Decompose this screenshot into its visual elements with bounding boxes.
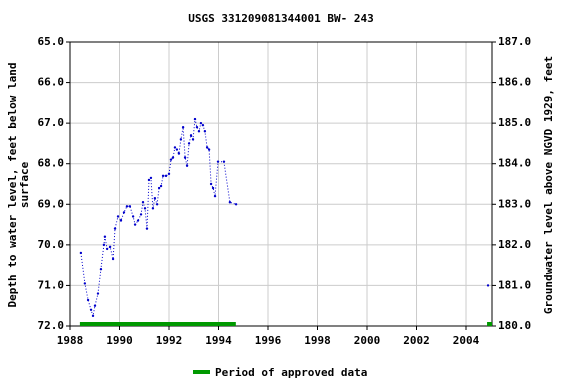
data-point <box>119 219 123 222</box>
data-point <box>89 308 93 311</box>
data-point <box>171 156 175 159</box>
data-point <box>486 284 490 287</box>
data-point <box>222 160 226 163</box>
data-point <box>161 174 165 178</box>
data-point <box>96 292 100 295</box>
y-tick-label: 66.0 <box>38 76 65 89</box>
approved-period <box>79 322 236 326</box>
y2-tick-label: 186.0 <box>498 76 531 89</box>
data-point <box>103 235 107 238</box>
data-point <box>179 138 183 141</box>
legend-label: Period of approved data <box>215 366 367 379</box>
data-point <box>164 174 168 178</box>
data-point <box>185 164 189 167</box>
data-point <box>159 184 163 188</box>
data-point <box>181 126 185 129</box>
data-point <box>193 117 197 121</box>
y2-tick-label: 185.0 <box>498 116 531 129</box>
x-tick-label: 1988 <box>57 334 84 347</box>
x-tick-label: 2004 <box>453 334 480 347</box>
data-point <box>213 194 217 198</box>
y-tick-label: 72.0 <box>38 319 65 332</box>
data-point <box>155 203 159 206</box>
y-tick-label: 68.0 <box>38 157 65 170</box>
data-point <box>116 215 120 218</box>
y-tick-label: 67.0 <box>38 116 65 129</box>
data-point <box>139 213 143 216</box>
data-point <box>199 121 203 125</box>
data-point <box>105 247 109 251</box>
data-point <box>128 205 132 208</box>
y-axis-label: Depth to water level, feet below land <box>6 62 19 307</box>
data-point <box>83 282 87 285</box>
data-point <box>205 146 209 149</box>
data-point <box>125 205 129 208</box>
chart-title: USGS 331209081344001 BW- 243 <box>188 12 373 25</box>
data-point <box>169 158 173 161</box>
data-point <box>187 142 191 145</box>
data-point <box>173 146 177 149</box>
plot-frame <box>69 41 493 327</box>
data-point <box>207 148 211 151</box>
data-point <box>183 156 187 159</box>
data-point <box>122 211 126 214</box>
x-tick-label: 1992 <box>156 334 183 347</box>
y-tick-label: 65.0 <box>38 35 65 48</box>
y2-tick-label: 180.0 <box>498 319 531 332</box>
data-point <box>157 186 161 190</box>
data-point <box>195 126 199 129</box>
data-point <box>234 203 238 206</box>
data-point <box>143 207 147 210</box>
x-tick-label: 2000 <box>354 334 381 347</box>
data-point <box>228 201 232 204</box>
data-point <box>151 207 155 210</box>
data-point <box>203 130 207 133</box>
y2-tick-label: 187.0 <box>498 35 531 48</box>
y-tick-label: 70.0 <box>38 238 65 251</box>
x-tick-label: 2002 <box>403 334 430 347</box>
data-point <box>86 298 90 302</box>
y-tick-label: 71.0 <box>38 278 65 291</box>
data-point <box>197 130 201 133</box>
data-point <box>201 123 205 127</box>
data-point <box>216 160 220 163</box>
data-point <box>79 251 83 255</box>
data-point <box>211 186 215 190</box>
data-point <box>136 219 140 222</box>
y2-axis-label: Groundwater level above NGVD 1929, feet <box>542 56 555 314</box>
x-tick-label: 1996 <box>255 334 282 347</box>
data-point <box>113 227 117 230</box>
x-tick-label: 1994 <box>205 334 232 347</box>
data-point <box>145 227 149 230</box>
data-point <box>191 138 195 141</box>
data-point <box>108 245 112 249</box>
y-axis-label: surface <box>18 161 31 208</box>
data-point <box>175 148 179 151</box>
y2-tick-label: 183.0 <box>498 197 531 210</box>
y2-tick-label: 184.0 <box>498 157 531 170</box>
data-point <box>167 172 171 176</box>
x-tick-label: 1990 <box>106 334 133 347</box>
data-point <box>141 201 145 204</box>
data-point <box>149 176 153 180</box>
data-point <box>91 314 95 318</box>
y2-tick-label: 181.0 <box>498 278 531 291</box>
data-point <box>131 215 135 218</box>
data-point <box>99 268 103 271</box>
data-point <box>153 197 157 200</box>
y-tick-label: 69.0 <box>38 197 65 210</box>
data-point <box>177 152 181 155</box>
data-point <box>147 178 151 182</box>
data-line <box>81 119 488 316</box>
data-point <box>102 243 106 247</box>
approved-period <box>487 322 492 326</box>
y2-tick-label: 182.0 <box>498 238 531 251</box>
data-point <box>111 257 115 261</box>
data-point <box>93 304 97 307</box>
data-point <box>209 182 213 186</box>
data-point <box>189 134 193 137</box>
data-point <box>133 223 137 226</box>
x-tick-label: 1998 <box>304 334 331 347</box>
